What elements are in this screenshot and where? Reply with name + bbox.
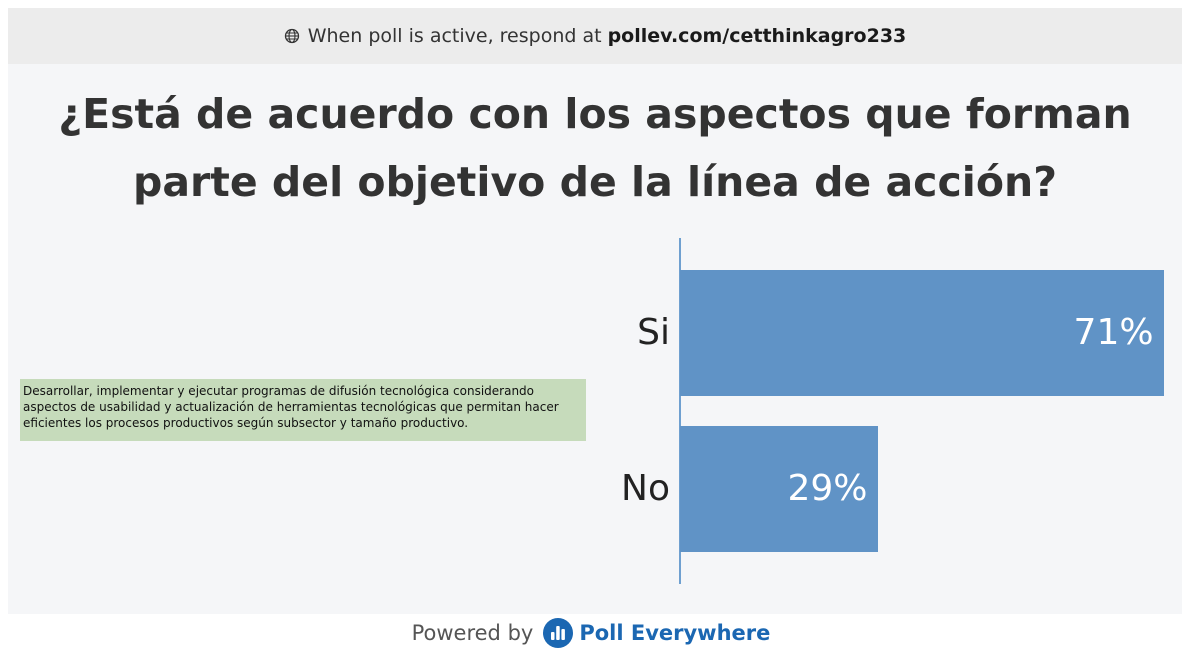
bar-category-label: Si <box>637 312 670 353</box>
globe-icon <box>284 28 299 44</box>
poll-everywhere-brand[interactable]: Poll Everywhere <box>579 621 771 645</box>
objective-note-box: Desarrollar, implementar y ejecutar prog… <box>20 379 586 441</box>
powered-by-footer: Powered by Poll Everywhere <box>0 616 1182 650</box>
poll-everywhere-logo-icon <box>543 618 574 648</box>
poll-url-link[interactable]: pollev.com/cetthinkagro233 <box>607 25 907 47</box>
poll-slide: ¿Está de acuerdo con los aspectos que fo… <box>8 64 1182 614</box>
powered-by-text: Powered by <box>411 621 534 645</box>
bar-category-label: No <box>621 468 670 509</box>
result-bar: 29% <box>680 426 878 552</box>
bar-value-label: 71% <box>1073 312 1154 353</box>
chart-axis-line <box>679 238 681 584</box>
response-instructions-banner: When poll is active, respond at pollev.c… <box>8 8 1182 64</box>
banner-instructions-text: When poll is active, respond at <box>307 25 602 47</box>
poll-question-title: ¿Está de acuerdo con los aspectos que fo… <box>58 90 1132 206</box>
result-bar: 71% <box>680 270 1164 396</box>
bar-value-label: 29% <box>787 468 868 509</box>
